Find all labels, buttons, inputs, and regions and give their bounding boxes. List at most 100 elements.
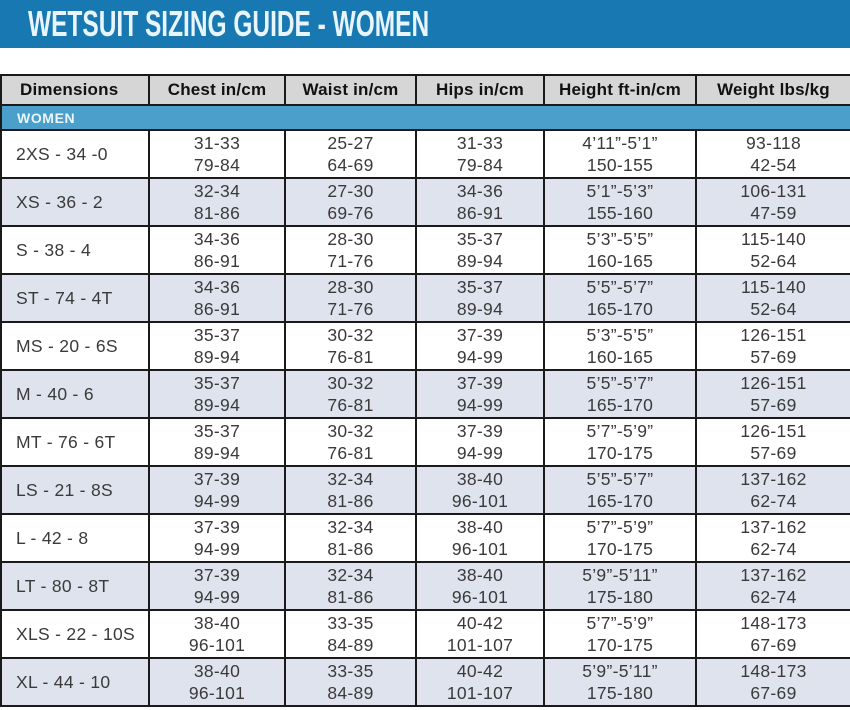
table-row: ST - 74 - 4T 34-36 86-91 28-30 71-76 35-37 89-… — [0, 273, 850, 323]
chest-cell: 31-33 79-84 — [148, 129, 286, 179]
hips-cell: 37-39 94-99 — [415, 417, 545, 467]
chest-cell: 34-36 86-91 — [148, 225, 286, 275]
weight-line-secondary: 67-69 — [750, 683, 797, 703]
height-line-secondary: 170-175 — [586, 635, 654, 655]
chest-line-secondary: 94-99 — [193, 539, 241, 559]
weight-line-primary: 148-173 — [740, 661, 807, 681]
weight-line-primary: 137-162 — [740, 565, 807, 585]
weight-line-primary: 126-151 — [740, 325, 807, 345]
size-cell: S - 38 - 4 — [0, 225, 150, 275]
weight-line-primary: 137-162 — [740, 517, 807, 537]
section-label: WOMEN — [0, 104, 850, 131]
chest-cell: 35-37 89-94 — [148, 417, 286, 467]
column-header-chest: Chest in/cm — [148, 74, 286, 106]
weight-line-secondary: 67-69 — [750, 635, 797, 655]
hips-line-secondary: 96-101 — [451, 587, 509, 607]
chest-cell: 35-37 89-94 — [148, 369, 286, 419]
chest-cell: 35-37 89-94 — [148, 321, 286, 371]
weight-line-primary: 137-162 — [740, 469, 807, 489]
chest-cell: 38-40 96-101 — [148, 657, 286, 707]
waist-cell: 25-27 64-69 — [284, 129, 417, 179]
waist-line-primary: 28-30 — [327, 277, 374, 297]
table-row: XS - 36 - 2 32-34 81-86 27-30 69-76 34-36 86-9… — [0, 177, 850, 227]
chest-line-primary: 31-33 — [193, 133, 241, 153]
hips-line-secondary: 94-99 — [456, 347, 504, 367]
height-line-secondary: 150-155 — [586, 155, 654, 175]
weight-cell: 115-140 52-64 — [695, 273, 850, 323]
weight-cell: 93-118 42-54 — [695, 129, 850, 179]
waist-line-secondary: 71-76 — [327, 299, 374, 319]
header-row: Dimensions Chest in/cm Waist in/cm Hips … — [0, 74, 850, 106]
column-header-hips: Hips in/cm — [415, 74, 545, 106]
chest-line-secondary: 96-101 — [188, 683, 246, 703]
hips-line-secondary: 101-107 — [446, 683, 514, 703]
waist-line-primary: 32-34 — [327, 517, 374, 537]
table-header: Dimensions Chest in/cm Waist in/cm Hips … — [0, 74, 850, 106]
hips-line-primary: 37-39 — [456, 373, 504, 393]
weight-line-secondary: 62-74 — [750, 539, 797, 559]
hips-line-secondary: 101-107 — [446, 635, 514, 655]
height-line-primary: 5’9”-5’11” — [582, 565, 658, 585]
hips-cell: 40-42 101-107 — [415, 609, 545, 659]
hips-cell: 35-37 89-94 — [415, 273, 545, 323]
chest-line-primary: 34-36 — [193, 277, 241, 297]
section-header-women: WOMEN — [0, 104, 850, 131]
chest-cell: 37-39 94-99 — [148, 561, 286, 611]
height-cell: 5’9”-5’11” 175-180 — [543, 657, 697, 707]
weight-line-secondary: 52-64 — [750, 251, 797, 271]
chest-line-secondary: 89-94 — [193, 395, 241, 415]
chest-line-primary: 35-37 — [193, 325, 241, 345]
hips-cell: 37-39 94-99 — [415, 321, 545, 371]
chest-line-primary: 37-39 — [193, 517, 241, 537]
height-cell: 5’7”-5’9” 170-175 — [543, 609, 697, 659]
hips-line-secondary: 89-94 — [456, 251, 504, 271]
weight-cell: 137-162 62-74 — [695, 561, 850, 611]
waist-line-secondary: 76-81 — [327, 395, 374, 415]
column-header-waist: Waist in/cm — [284, 74, 417, 106]
height-line-primary: 5’9”-5’11” — [582, 661, 658, 681]
waist-cell: 27-30 69-76 — [284, 177, 417, 227]
waist-line-secondary: 81-86 — [327, 587, 374, 607]
hips-line-primary: 37-39 — [456, 325, 504, 345]
table-row: MS - 20 - 6S 35-37 89-94 30-32 76-81 37-39 94-… — [0, 321, 850, 371]
chest-cell: 37-39 94-99 — [148, 513, 286, 563]
waist-line-secondary: 76-81 — [327, 443, 374, 463]
chest-line-primary: 38-40 — [193, 613, 241, 633]
chest-line-primary: 32-34 — [193, 181, 241, 201]
size-cell: L - 42 - 8 — [0, 513, 150, 563]
hips-line-secondary: 79-84 — [456, 155, 504, 175]
height-line-secondary: 165-170 — [586, 395, 654, 415]
waist-line-secondary: 71-76 — [327, 251, 374, 271]
weight-line-primary: 126-151 — [740, 373, 807, 393]
waist-line-primary: 30-32 — [327, 373, 374, 393]
weight-line-secondary: 57-69 — [750, 347, 797, 367]
chest-line-primary: 37-39 — [193, 565, 241, 585]
chest-line-primary: 35-37 — [193, 421, 241, 441]
waist-cell: 30-32 76-81 — [284, 369, 417, 419]
weight-line-secondary: 57-69 — [750, 395, 797, 415]
hips-cell: 35-37 89-94 — [415, 225, 545, 275]
waist-line-primary: 25-27 — [327, 133, 374, 153]
table-row: XL - 44 - 10 38-40 96-101 33-35 84-89 40-42 10… — [0, 657, 850, 707]
height-line-secondary: 155-160 — [586, 203, 654, 223]
height-line-primary: 4’11”-5’1” — [582, 133, 658, 153]
waist-line-primary: 28-30 — [327, 229, 374, 249]
waist-line-secondary: 76-81 — [327, 347, 374, 367]
waist-cell: 32-34 81-86 — [284, 465, 417, 515]
size-cell: XLS - 22 - 10S — [0, 609, 150, 659]
weight-cell: 137-162 62-74 — [695, 513, 850, 563]
hips-line-secondary: 96-101 — [451, 491, 509, 511]
hips-line-primary: 35-37 — [456, 277, 504, 297]
waist-cell: 30-32 76-81 — [284, 321, 417, 371]
weight-line-primary: 115-140 — [740, 277, 807, 297]
table-row: LT - 80 - 8T 37-39 94-99 32-34 81-86 38-40 96-… — [0, 561, 850, 611]
weight-line-secondary: 52-64 — [750, 299, 797, 319]
hips-line-primary: 35-37 — [456, 229, 504, 249]
height-cell: 5’1”-5’3” 155-160 — [543, 177, 697, 227]
page-title: WETSUIT SIZING GUIDE - WOMEN — [28, 3, 430, 44]
height-cell: 5’5”-5’7” 165-170 — [543, 465, 697, 515]
hips-line-secondary: 89-94 — [456, 299, 504, 319]
waist-line-secondary: 64-69 — [327, 155, 374, 175]
height-line-secondary: 170-175 — [586, 539, 654, 559]
height-cell: 5’5”-5’7” 165-170 — [543, 273, 697, 323]
